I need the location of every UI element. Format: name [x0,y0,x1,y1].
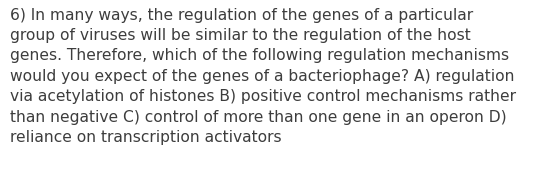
Text: 6) In many ways, the regulation of the genes of a particular
group of viruses wi: 6) In many ways, the regulation of the g… [10,8,516,145]
